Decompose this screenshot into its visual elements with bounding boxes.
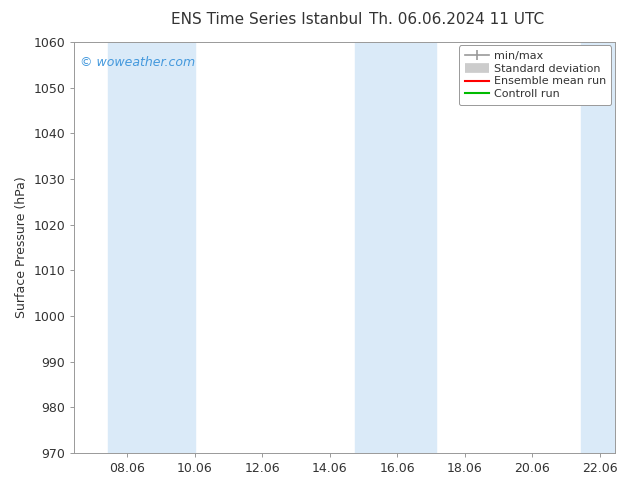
Legend: min/max, Standard deviation, Ensemble mean run, Controll run: min/max, Standard deviation, Ensemble me…: [459, 46, 611, 105]
Bar: [108, 42, 195, 453]
Text: © woweather.com: © woweather.com: [80, 56, 195, 70]
Bar: [581, 42, 615, 453]
Text: Th. 06.06.2024 11 UTC: Th. 06.06.2024 11 UTC: [369, 12, 544, 27]
Bar: [354, 42, 436, 453]
Text: ENS Time Series Istanbul: ENS Time Series Istanbul: [171, 12, 362, 27]
Y-axis label: Surface Pressure (hPa): Surface Pressure (hPa): [15, 176, 28, 318]
